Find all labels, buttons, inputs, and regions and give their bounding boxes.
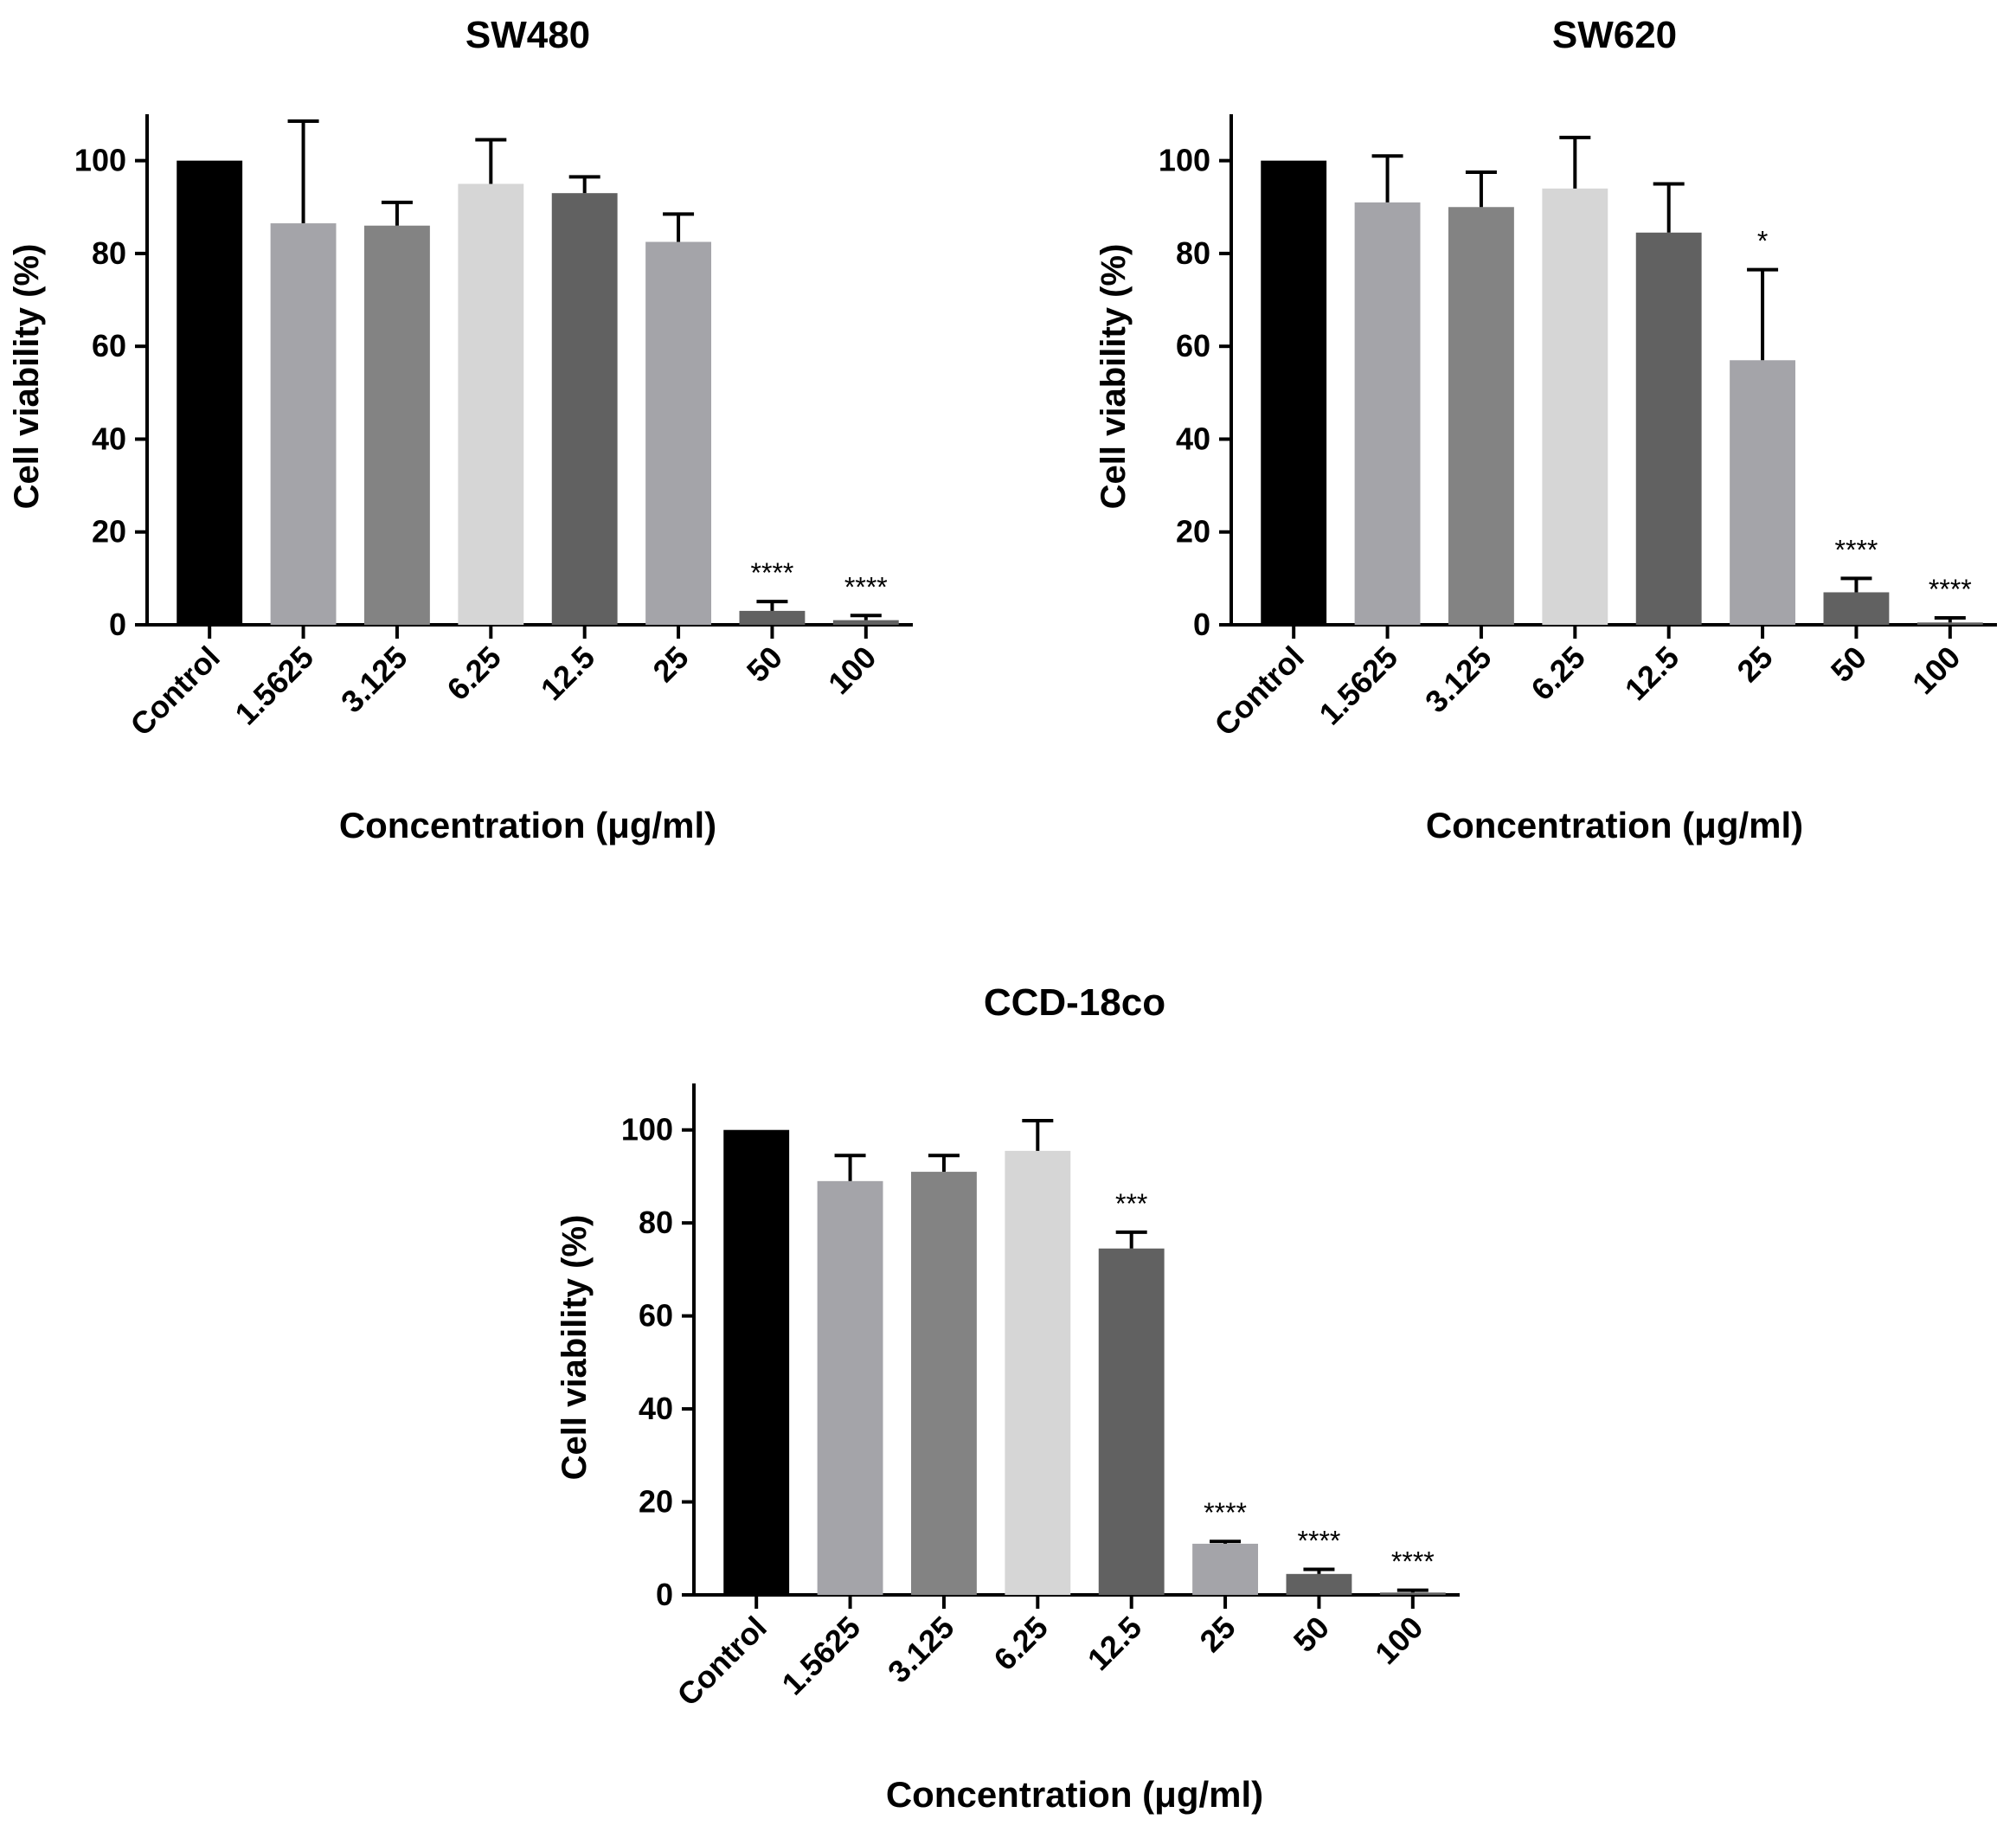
- y-tick-label: 80: [1176, 235, 1210, 271]
- bar: [1192, 1543, 1258, 1595]
- plot-area: 0 20 40 60 80 100 Control 1.5625 3.125 6.25 12.5 * 2…: [1159, 114, 1997, 742]
- y-tick-label: 100: [1159, 143, 1210, 178]
- y-tick-label: 60: [639, 1298, 673, 1334]
- x-tick-label: 3.125: [1418, 640, 1499, 720]
- bar: [1542, 188, 1608, 625]
- significance-label: ****: [1391, 1546, 1435, 1578]
- y-tick-label: 80: [92, 235, 126, 271]
- chart-sw480: SW480 Cell viability (%) Concentration (…: [8, 14, 913, 845]
- y-tick-label: 20: [1176, 514, 1210, 550]
- significance-label: ****: [1929, 574, 1972, 605]
- x-tick-label: 25: [1192, 1610, 1242, 1659]
- chart-ccd18co: CCD-18co Cell viability (%) Concentratio…: [555, 981, 1460, 1815]
- y-tick-label: 40: [1176, 421, 1210, 456]
- x-tick-label: 12.5: [1081, 1610, 1149, 1678]
- bar: [270, 223, 337, 625]
- x-tick-label: 50: [1824, 640, 1873, 689]
- chart-title: CCD-18co: [984, 981, 1165, 1024]
- x-axis-label: Concentration (μg/ml): [339, 805, 716, 845]
- bar: [1005, 1150, 1071, 1595]
- x-tick-label: Control: [123, 640, 226, 742]
- plot-area: 0 20 40 60 80 100 Control 1.5625 3.125 6.25 *** 12.…: [621, 1083, 1460, 1713]
- bar: [1379, 1592, 1446, 1595]
- y-tick-label: 40: [92, 421, 126, 456]
- bar: [1823, 592, 1890, 625]
- bar: [1448, 207, 1514, 626]
- significance-label: *: [1757, 226, 1768, 257]
- x-tick-label: 1.5625: [228, 640, 320, 732]
- x-tick-label: 1.5625: [774, 1610, 867, 1702]
- y-tick-label: 60: [1176, 328, 1210, 363]
- x-tick-label: 1.5625: [1312, 640, 1404, 732]
- bar: [817, 1180, 883, 1595]
- x-tick-label: 3.125: [881, 1610, 961, 1690]
- x-tick-label: 12.5: [534, 640, 602, 708]
- y-tick-label: 100: [621, 1112, 673, 1147]
- x-axis-label: Concentration (μg/ml): [1426, 805, 1803, 845]
- y-tick-label: 20: [639, 1484, 673, 1520]
- bar: [364, 225, 430, 625]
- x-tick-label: 6.25: [440, 640, 508, 708]
- y-tick-label: 60: [92, 328, 126, 363]
- significance-label: ****: [1835, 534, 1878, 565]
- significance-label: ****: [1298, 1525, 1341, 1556]
- chart-sw620: SW620 Cell viability (%) Concentration (…: [1095, 14, 1997, 845]
- significance-label: ****: [751, 557, 794, 588]
- x-tick-label: 100: [1368, 1610, 1429, 1671]
- plot-area: 0 20 40 60 80 100 Control 1.5625 3.125 6.25 12.5 25…: [74, 114, 913, 742]
- bar: [645, 241, 711, 625]
- bar: [1286, 1573, 1352, 1595]
- y-axis-label: Cell viability (%): [8, 244, 46, 510]
- y-tick-label: 20: [92, 514, 126, 550]
- x-tick-label: 50: [740, 640, 789, 689]
- significance-label: ****: [844, 571, 888, 602]
- chart-title: SW480: [465, 14, 590, 56]
- x-axis-label: Concentration (μg/ml): [886, 1774, 1263, 1815]
- y-axis-label: Cell viability (%): [1095, 244, 1133, 510]
- bar: [832, 620, 899, 625]
- bar: [551, 193, 618, 625]
- bar: [739, 610, 806, 625]
- bar: [1635, 232, 1702, 625]
- x-tick-label: 25: [645, 640, 695, 689]
- significance-label: ***: [1115, 1188, 1147, 1219]
- y-tick-label: 100: [74, 143, 126, 178]
- significance-label: ****: [1204, 1497, 1247, 1528]
- bar: [1354, 202, 1421, 625]
- bar: [1098, 1248, 1165, 1595]
- bar: [1261, 160, 1327, 626]
- bar: [1916, 622, 1983, 625]
- bar: [177, 160, 243, 626]
- bar: [1730, 360, 1795, 625]
- y-tick-label: 0: [1193, 607, 1210, 642]
- bar: [458, 183, 524, 626]
- x-tick-label: 25: [1730, 640, 1779, 689]
- x-tick-label: 50: [1287, 1610, 1336, 1659]
- x-tick-label: 100: [1905, 640, 1967, 701]
- y-tick-label: 40: [639, 1391, 673, 1426]
- bar: [723, 1129, 790, 1595]
- x-tick-label: 3.125: [334, 640, 414, 720]
- y-tick-label: 0: [109, 607, 126, 642]
- x-tick-label: 6.25: [986, 1610, 1055, 1678]
- chart-title: SW620: [1552, 14, 1677, 56]
- x-tick-label: 6.25: [1524, 640, 1592, 708]
- x-tick-label: Control: [1207, 640, 1310, 742]
- x-tick-label: 12.5: [1618, 640, 1686, 708]
- x-tick-label: Control: [670, 1610, 773, 1713]
- y-axis-label: Cell viability (%): [555, 1215, 594, 1481]
- y-tick-label: 80: [639, 1205, 673, 1240]
- y-tick-label: 0: [656, 1577, 673, 1612]
- x-tick-label: 100: [821, 640, 883, 701]
- bar: [911, 1172, 977, 1595]
